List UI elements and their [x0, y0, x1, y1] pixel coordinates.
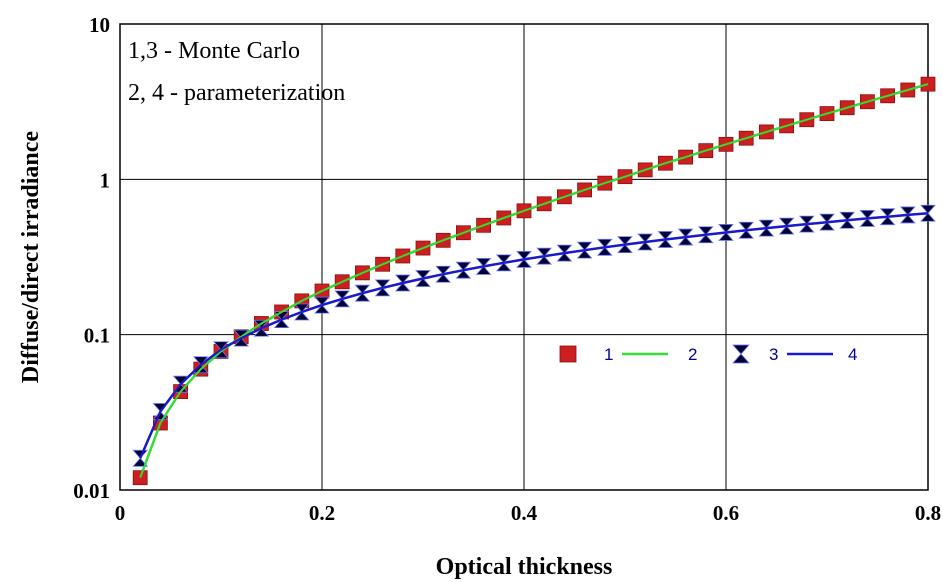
y-axis-label: Diffuse/direct irradiance — [18, 131, 44, 384]
y-tick-label: 1 — [100, 168, 111, 192]
y-tick-label: 0.01 — [73, 479, 110, 503]
y-tick-label: 0.1 — [84, 324, 110, 348]
legend-swatch-series-1 — [559, 345, 577, 363]
legend-label-series-2: 2 — [688, 345, 697, 364]
y-tick-label: 10 — [89, 13, 110, 37]
series-4-overlay-line — [139, 212, 929, 459]
legend-label-series-1: 1 — [604, 345, 613, 364]
plot-border — [119, 23, 929, 491]
x-axis-label: Optical thickness — [436, 554, 613, 580]
legend-label-series-4: 4 — [848, 345, 857, 364]
x-tick-label: 0.4 — [511, 501, 538, 525]
x-tick-label: 0.6 — [713, 501, 739, 525]
x-tick-label: 0 — [115, 501, 126, 525]
legend: 1 2 3 4 — [559, 344, 857, 364]
x-tick-labels: 0 0.2 0.4 0.6 0.8 — [115, 501, 941, 525]
x-tick-label: 0.8 — [915, 501, 941, 525]
series-1-point — [132, 470, 148, 486]
legend-swatch-series-3 — [732, 344, 750, 364]
y-tick-labels: 0.01 0.1 1 10 — [73, 13, 110, 503]
x-tick-label: 0.2 — [309, 501, 335, 525]
series-2-overlay-line — [139, 83, 929, 479]
annotation-line-1: 1,3 - Monte Carlo — [128, 38, 300, 64]
legend-label-series-3: 3 — [769, 345, 778, 364]
annotation-line-2: 2, 4 - parameterization — [128, 80, 345, 106]
